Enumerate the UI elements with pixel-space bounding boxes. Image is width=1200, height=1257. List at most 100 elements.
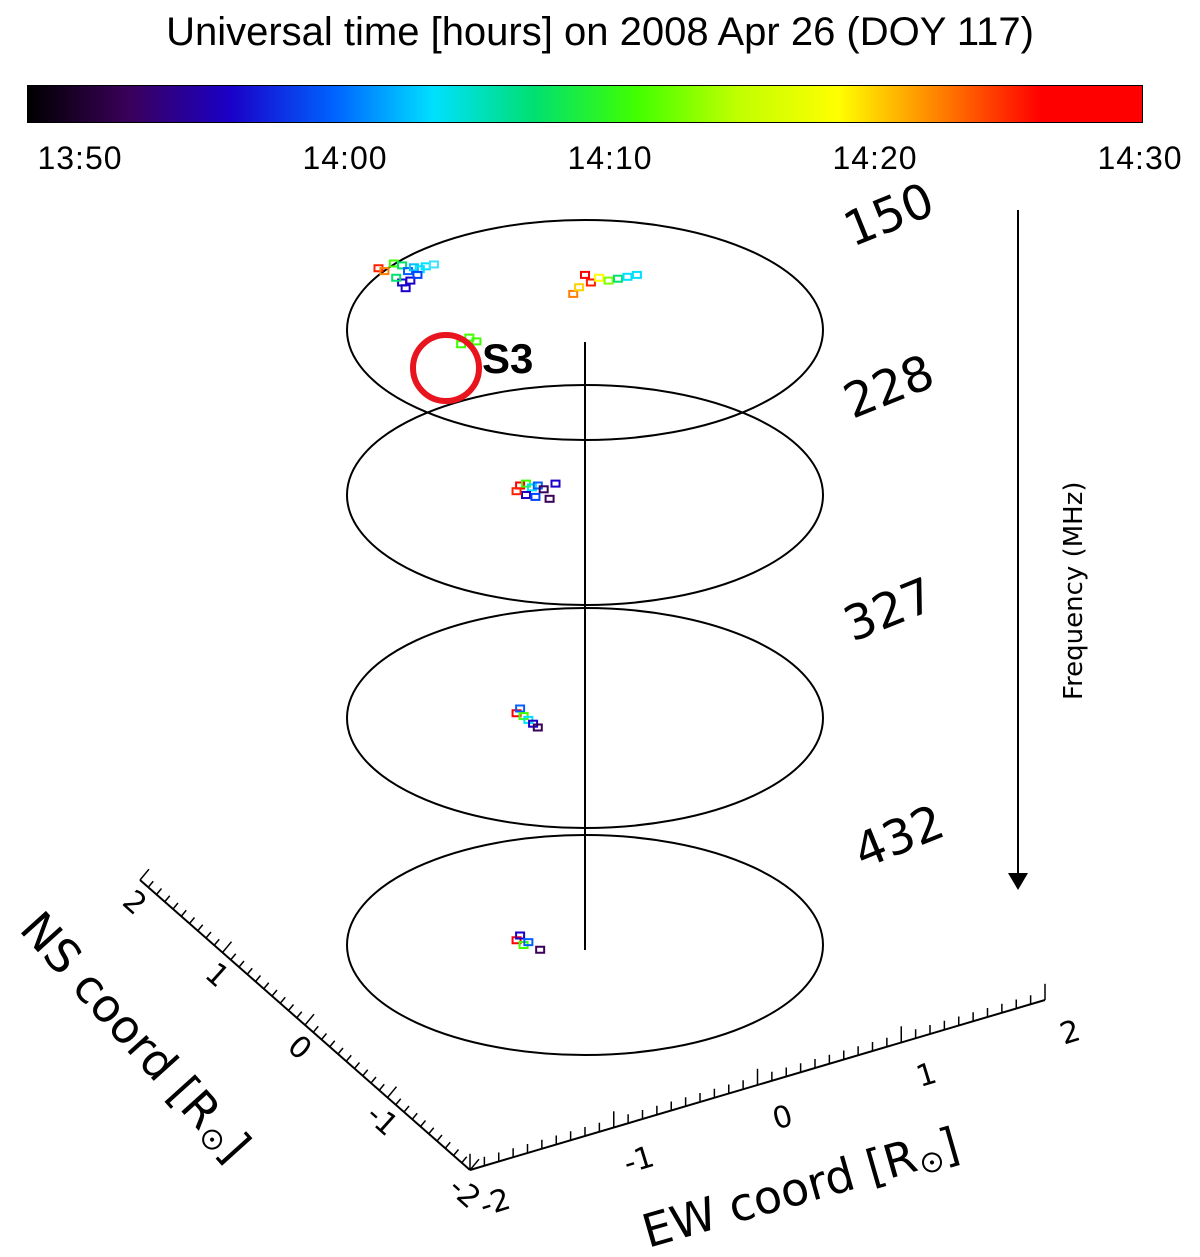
data-point — [405, 276, 416, 285]
frequency-label: 327 — [836, 567, 942, 653]
colorbar-tick-label: 14:00 — [302, 140, 388, 176]
chart-title: Universal time [hours] on 2008 Apr 26 (D… — [166, 10, 1034, 54]
frequency-label: 228 — [836, 344, 942, 430]
ns-axis-tick — [205, 931, 212, 939]
ns-axis-tick — [411, 1112, 418, 1120]
data-point — [397, 261, 408, 270]
colorbar — [27, 85, 1143, 123]
ew-tick-label: 0 — [768, 1098, 796, 1137]
data-point — [622, 272, 633, 281]
data-point — [603, 276, 614, 285]
data-point — [532, 723, 543, 732]
colorbar-tick-label: 13:50 — [37, 140, 123, 176]
ns-axis-tick — [271, 989, 278, 997]
ns-axis-tick — [444, 1141, 451, 1149]
ns-axis-tick — [172, 902, 179, 910]
ew-tick-label: 2 — [1056, 1013, 1084, 1052]
ns-axis-tick — [428, 1127, 435, 1135]
ns-axis-tick — [139, 868, 150, 881]
data-point — [535, 945, 546, 954]
colorbar-tick-label: 14:30 — [1097, 140, 1183, 176]
data-point — [574, 283, 585, 292]
ns-axis-tick — [329, 1040, 336, 1048]
ns-tick-label: 0 — [281, 1029, 319, 1068]
ns-tick-label: 2 — [116, 884, 154, 923]
ns-axis-tick — [279, 996, 286, 1004]
sun-symbol-icon — [922, 1152, 943, 1173]
s3-point — [471, 337, 482, 346]
data-point — [631, 270, 642, 279]
data-point — [538, 485, 549, 494]
ns-tick-label: 1 — [198, 956, 236, 995]
colorbar-tick-label: 14:20 — [832, 140, 918, 176]
data-point — [550, 479, 561, 488]
frequency-label: 150 — [836, 172, 942, 258]
ns-axis-tick — [386, 1086, 398, 1098]
data-point — [408, 263, 419, 272]
ns-axis-title-text: NS coord [R — [10, 901, 232, 1139]
ns-axis-tick — [246, 967, 253, 975]
colorbar-tick-label: 14:10 — [567, 140, 653, 176]
ns-axis-tick — [164, 895, 171, 903]
ns-axis-tick — [296, 1011, 303, 1019]
ns-axis-tick — [345, 1054, 352, 1062]
ew-tick-label: -1 — [620, 1139, 659, 1181]
ns-axis-tick — [403, 1105, 410, 1113]
ew-axis-title: EW coord [R] — [636, 1117, 965, 1257]
ns-tick-label: -1 — [359, 1097, 405, 1143]
ns-axis-tick — [378, 1083, 385, 1091]
ns-axis-tick — [320, 1033, 328, 1040]
data-point — [379, 267, 390, 276]
ns-axis-tick — [180, 909, 187, 917]
ns-axis-tick — [312, 1025, 319, 1033]
s3-circle — [410, 332, 482, 404]
frequency-labels: 150 228 327 432 — [836, 172, 952, 880]
ns-axis-tick — [254, 975, 262, 982]
ns-axis-tick — [419, 1120, 427, 1127]
sun-dot-icon — [210, 1137, 215, 1142]
data-point — [594, 273, 605, 282]
ns-axis-tick — [238, 960, 245, 968]
ns-axis-tick — [155, 888, 163, 895]
ns-axis-tick — [213, 938, 220, 946]
ns-axis-tick — [197, 924, 204, 932]
data-points — [373, 259, 642, 954]
data-point — [530, 492, 541, 501]
ns-axis-tick — [188, 917, 196, 924]
sun-symbol-icon — [202, 1129, 223, 1150]
ns-axis-tick — [461, 1156, 468, 1164]
data-point — [526, 483, 537, 492]
data-point — [391, 273, 402, 282]
ns-axis-tick — [370, 1076, 377, 1084]
ns-axis-tick — [436, 1134, 443, 1142]
data-point — [515, 931, 526, 940]
data-point — [568, 289, 579, 298]
frequency-axis-label: Frequency (MHz) — [1059, 482, 1089, 701]
data-point — [511, 487, 522, 496]
data-point — [515, 704, 526, 713]
data-point — [613, 274, 624, 283]
s3-label: S3 — [482, 335, 533, 382]
ns-axis-tick — [395, 1098, 402, 1106]
ns-axis-tick — [353, 1062, 361, 1069]
ns-axis-tick — [304, 1013, 315, 1026]
frequency-label: 432 — [846, 794, 952, 880]
ew-axis-title-text: EW coord [R — [636, 1129, 923, 1257]
data-point — [400, 284, 411, 293]
ew-axis-title-bracket: ] — [933, 1117, 965, 1174]
ns-axis-tick — [362, 1069, 369, 1077]
ew-tick-label: -2 — [476, 1182, 515, 1224]
ew-tick-label: 1 — [912, 1056, 940, 1095]
ns-axis-tick — [263, 982, 270, 990]
frequency-arrow-head — [1008, 873, 1028, 890]
ns-axis-tick — [452, 1149, 460, 1156]
data-point — [523, 938, 534, 947]
ns-axis-tick — [230, 953, 237, 961]
data-point — [544, 494, 555, 503]
ns-axis-tick — [221, 941, 233, 953]
data-point — [580, 270, 590, 279]
data-point — [585, 278, 596, 287]
ns-axis-title: NS coord [R] — [10, 901, 261, 1172]
data-point — [412, 270, 423, 279]
